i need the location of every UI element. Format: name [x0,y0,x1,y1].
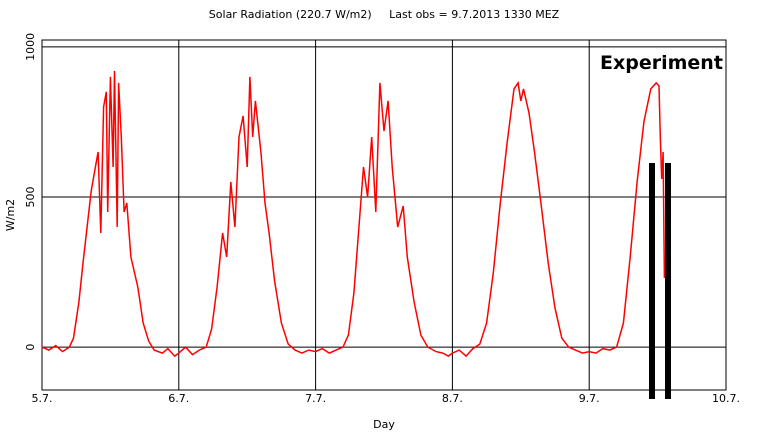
x-axis-label: Day [373,418,395,431]
y-axis-label: W/m2 [4,199,17,231]
x-tick-label: 9.7. [579,392,600,405]
y-tick-label: 500 [24,186,37,207]
x-tick-label: 5.7. [32,392,53,405]
plot-frame [41,39,727,391]
y-tick-label: 1000 [24,33,37,61]
chart-title: Solar Radiation (220.7 W/m2) Last obs = … [209,8,560,21]
annotation: Experiment [600,52,723,74]
plot: 0 500 1000 5.7. 6.7. 7.7. 8.7. 9.7. 10.7. [24,33,740,405]
y-tick-label: 0 [24,344,37,351]
data-line [41,70,666,358]
marker-bar [665,163,671,399]
x-tick-label: 8.7. [442,392,463,405]
x-tick-label: 7.7. [305,392,326,405]
x-tick-label: 10.7. [712,392,740,405]
marker-bar [649,163,655,399]
x-tick-label: 6.7. [168,392,189,405]
